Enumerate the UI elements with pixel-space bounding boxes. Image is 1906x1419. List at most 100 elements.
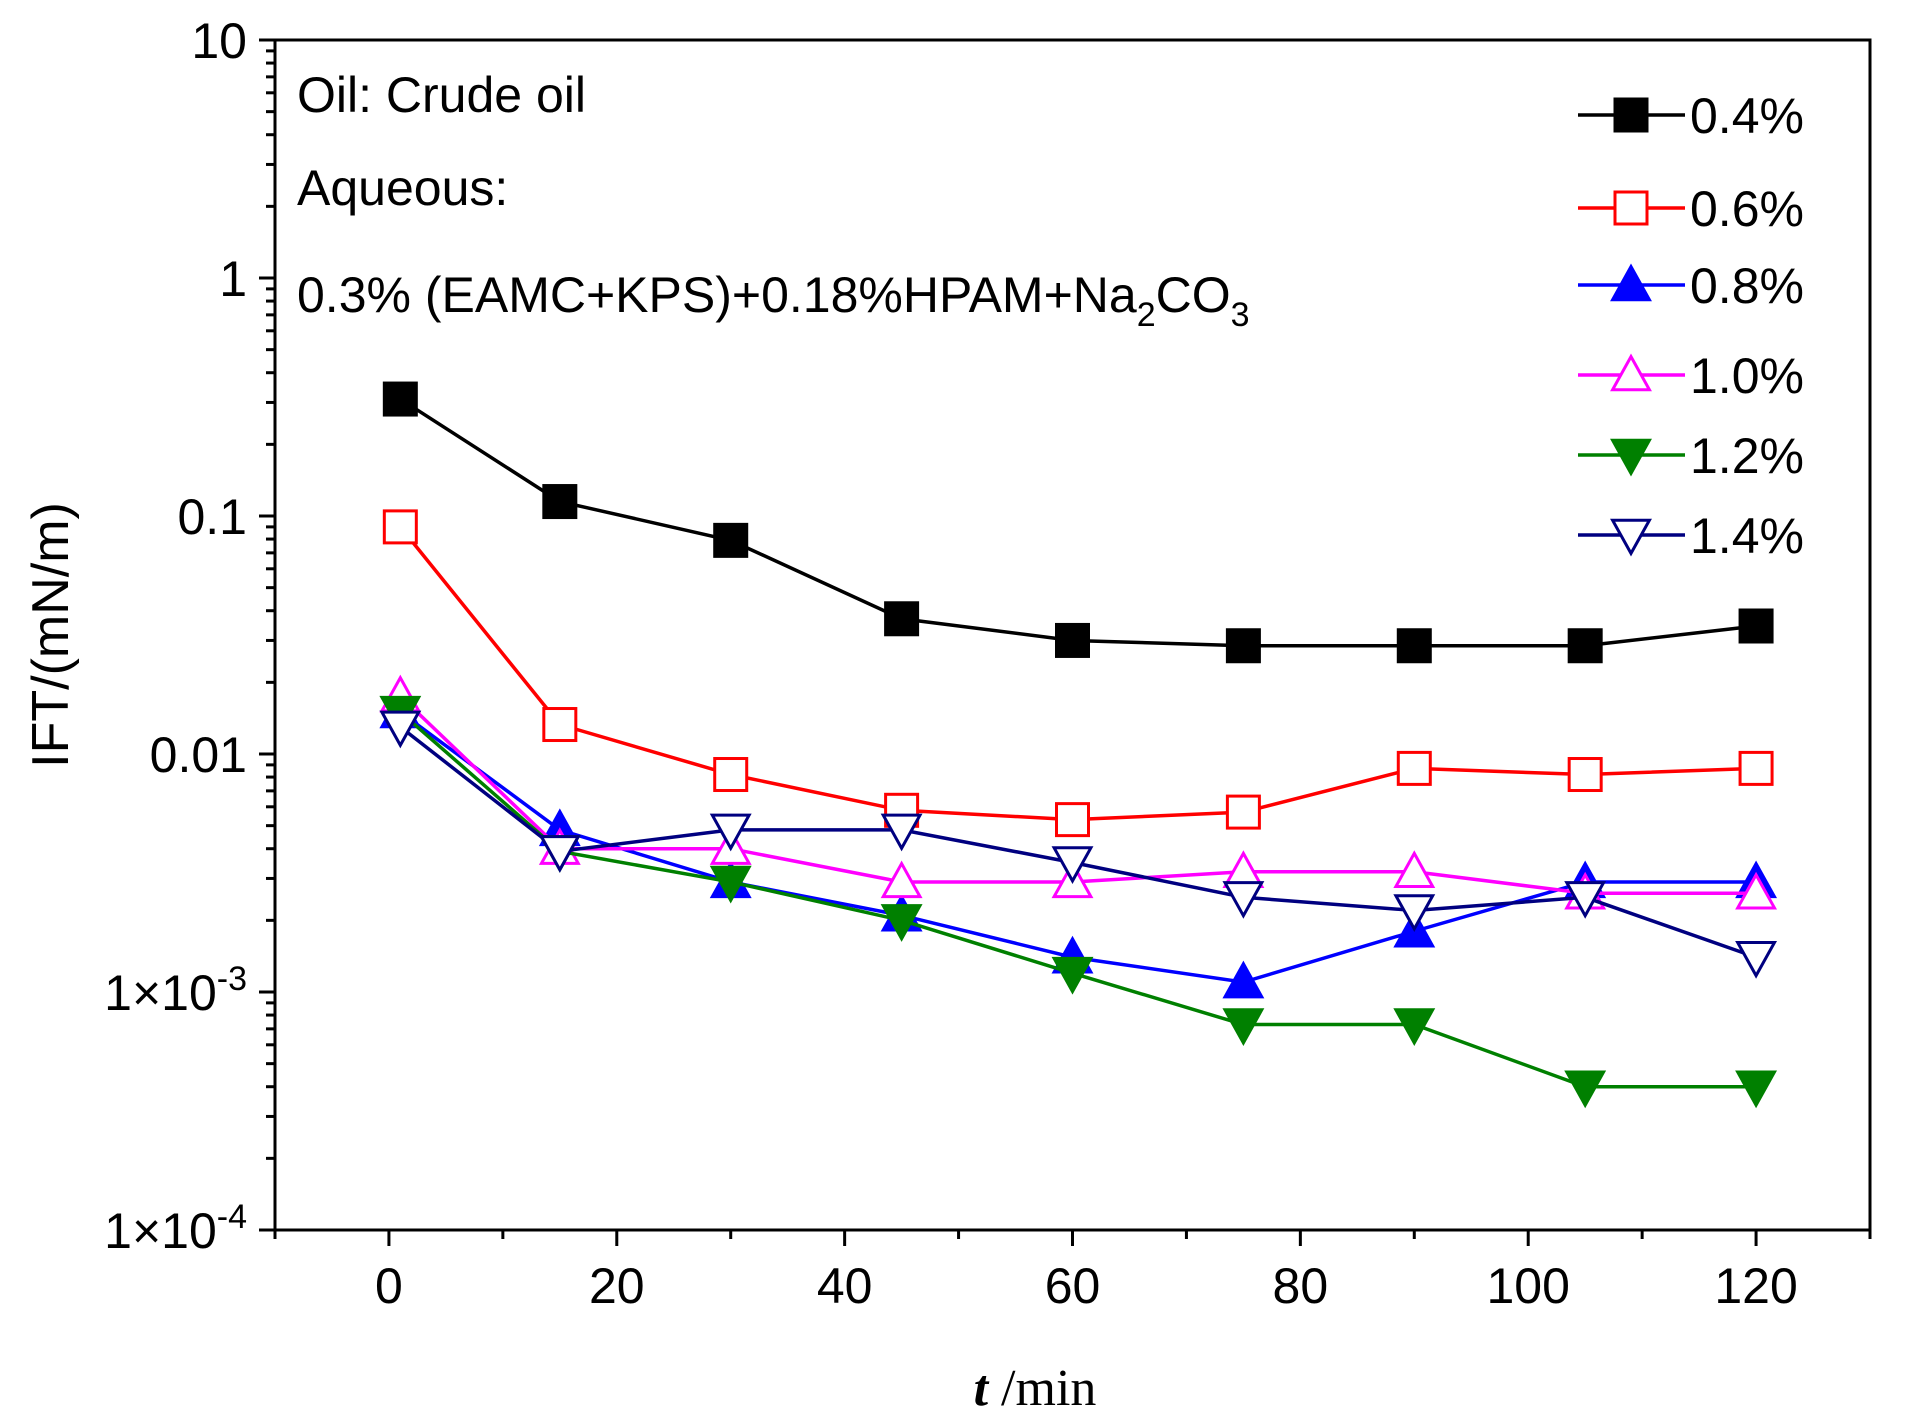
series-1.2% xyxy=(379,695,1778,1109)
y-tick-label-base: 1×10 xyxy=(104,965,217,1021)
data-point xyxy=(1738,608,1774,644)
y-tick-label-base: 1 xyxy=(219,251,247,307)
x-tick-label: 20 xyxy=(589,1258,645,1314)
legend-marker xyxy=(1610,518,1652,557)
data-point xyxy=(1055,622,1090,658)
data-point xyxy=(542,707,578,743)
data-point xyxy=(1393,850,1436,888)
data-point xyxy=(1735,941,1778,979)
legend-item: 1.2% xyxy=(1578,428,1804,484)
data-point xyxy=(1222,960,1265,999)
data-point xyxy=(884,601,920,637)
composition-main: 0.3% (EAMC+KPS)+0.18%HPAM+Na xyxy=(297,267,1137,323)
data-point xyxy=(382,509,418,545)
composition-co: CO xyxy=(1156,267,1231,323)
data-point xyxy=(1225,628,1261,664)
data-point xyxy=(1735,871,1778,910)
x-tick-label: 40 xyxy=(817,1258,873,1314)
y-tick-label-base: 10 xyxy=(191,13,247,69)
series-1.4% xyxy=(379,710,1778,979)
x-tick-label: 100 xyxy=(1486,1258,1569,1314)
legend-label: 0.6% xyxy=(1690,181,1804,237)
series-line xyxy=(399,397,1757,648)
legend-item: 0.4% xyxy=(1578,88,1804,144)
data-point xyxy=(709,813,752,852)
x-axis-title-unit: /min xyxy=(988,1360,1096,1417)
data-point xyxy=(1396,750,1432,786)
y-tick-label-base: 0.1 xyxy=(177,489,247,545)
data-point xyxy=(1738,750,1774,786)
series-layer xyxy=(379,381,1778,1109)
legend: 0.4% 0.6% 0.8% 1.0% 1.2% 1.4% xyxy=(1578,88,1804,564)
legend-item: 1.4% xyxy=(1578,508,1804,564)
composition-sub-2: 2 xyxy=(1137,296,1156,334)
data-point xyxy=(538,835,581,873)
annotation-aqueous: Aqueous: xyxy=(297,160,508,216)
data-point xyxy=(1735,1070,1778,1109)
data-point xyxy=(713,522,749,558)
composition-sub-3: 3 xyxy=(1231,296,1250,334)
y-tick-label: 0.1 xyxy=(177,489,247,545)
y-tick-label: 0.01 xyxy=(150,727,247,783)
x-tick-label: 0 xyxy=(375,1258,403,1314)
y-tick-label: 1 xyxy=(219,251,247,307)
x-axis-title-italic: t xyxy=(974,1360,990,1417)
data-point xyxy=(1222,1008,1265,1047)
legend-label: 1.4% xyxy=(1690,508,1804,564)
legend-item: 0.8% xyxy=(1578,258,1804,314)
legend-marker xyxy=(1610,438,1652,477)
data-point xyxy=(379,710,422,749)
annotation-oil: Oil: Crude oil xyxy=(297,67,586,123)
data-point xyxy=(1393,894,1436,932)
x-tick-label: 80 xyxy=(1273,1258,1329,1314)
data-point xyxy=(1051,846,1094,885)
legend-label: 0.4% xyxy=(1690,88,1804,144)
legend-marker xyxy=(1613,190,1649,226)
y-tick-label: 1×10-3 xyxy=(104,960,247,1021)
data-point xyxy=(713,757,749,793)
legend-marker xyxy=(1610,353,1652,392)
data-point xyxy=(1567,628,1603,664)
y-tick-label-base: 1×10 xyxy=(104,1203,217,1259)
y-tick-label-exponent: -4 xyxy=(217,1198,247,1236)
annotation-composition: 0.3% (EAMC+KPS)+0.18%HPAM+Na2CO3 xyxy=(297,267,1250,334)
series-0.4% xyxy=(382,381,1774,664)
legend-marker xyxy=(1610,263,1652,302)
data-point xyxy=(1564,881,1607,919)
legend-label: 0.8% xyxy=(1690,258,1804,314)
data-point xyxy=(382,381,418,417)
series-line xyxy=(398,525,1757,822)
x-tick-label: 60 xyxy=(1045,1258,1101,1314)
y-tick-label-exponent: -3 xyxy=(217,960,247,998)
x-axis: 0 20 40 60 80 100 120 xyxy=(273,1230,1872,1314)
data-point xyxy=(542,484,578,520)
data-point xyxy=(1051,956,1094,995)
data-point xyxy=(1567,757,1603,793)
data-point xyxy=(1055,802,1090,838)
y-tick-label: 10 xyxy=(191,13,247,69)
y-axis-title: IFT/(mN/m) xyxy=(22,502,80,768)
data-point xyxy=(1393,1008,1436,1047)
y-tick-label: 1×10-4 xyxy=(104,1198,247,1259)
legend-label: 1.2% xyxy=(1690,428,1804,484)
legend-item: 1.0% xyxy=(1578,348,1804,404)
legend-item: 0.6% xyxy=(1578,181,1804,237)
series-0.8% xyxy=(379,690,1778,999)
data-point xyxy=(1222,881,1265,919)
data-point xyxy=(880,813,923,852)
data-point xyxy=(1225,794,1261,830)
legend-label: 1.0% xyxy=(1690,348,1804,404)
x-axis-title: t /min xyxy=(974,1360,1097,1417)
y-tick-label-base: 0.01 xyxy=(150,727,247,783)
data-point xyxy=(1396,628,1432,664)
series-0.6% xyxy=(382,509,1774,838)
data-point xyxy=(880,860,923,899)
data-point xyxy=(709,865,752,904)
legend-marker xyxy=(1613,97,1649,133)
data-point xyxy=(880,904,923,942)
data-point xyxy=(1564,1070,1607,1109)
x-tick-label: 120 xyxy=(1714,1258,1797,1314)
